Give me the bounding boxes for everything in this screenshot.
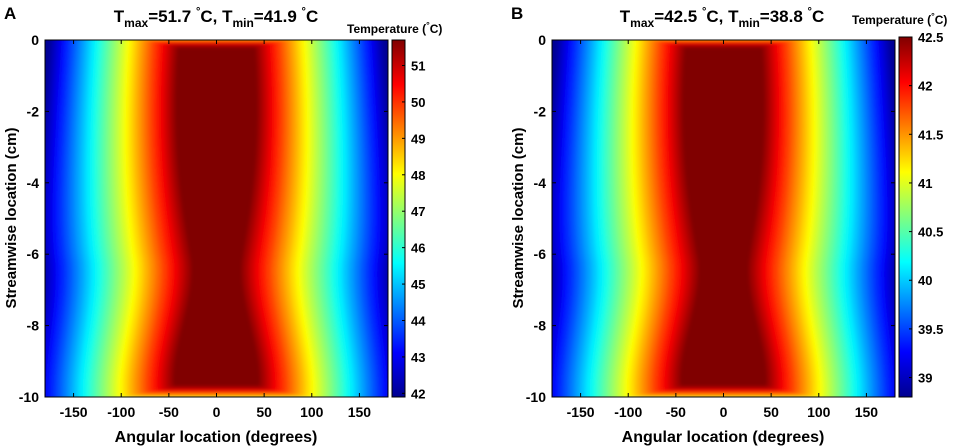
x-tick-label: 150 bbox=[855, 404, 879, 420]
y-tick-label: -8 bbox=[534, 318, 547, 334]
colorbar-tick-label: 41 bbox=[918, 176, 932, 191]
colorbar-tick-label: 40 bbox=[918, 273, 932, 288]
heatmap-field bbox=[552, 40, 895, 397]
x-tick-label: 50 bbox=[256, 404, 272, 420]
y-tick-label: -2 bbox=[534, 103, 547, 119]
colorbar-tick-label: 46 bbox=[411, 241, 425, 256]
y-tick-label: -10 bbox=[19, 389, 39, 405]
panel-label: B bbox=[511, 4, 523, 23]
colorbar-tick-label: 51 bbox=[411, 59, 425, 74]
x-tick-label: -50 bbox=[159, 404, 179, 420]
panel-b: B Tmax=42.5 °C, Tmin=38.8 °C 0 -2 -4 -6 -8 -1… bbox=[510, 4, 947, 446]
heatmap-field bbox=[45, 40, 388, 397]
colorbar-title: Temperature (°C) bbox=[347, 20, 442, 36]
y-tick-label: -2 bbox=[27, 103, 40, 119]
x-tick-label: -150 bbox=[567, 404, 595, 420]
colorbar-tick-label: 49 bbox=[411, 131, 425, 146]
y-axis-label: Streamwise location (cm) bbox=[510, 128, 527, 309]
y-axis-label: Streamwise location (cm) bbox=[3, 128, 20, 309]
x-axis-ticks: -150 -100 -50 0 50 100 150 bbox=[60, 40, 372, 420]
x-tick-label: 0 bbox=[213, 404, 221, 420]
panel-a: A Tmax=51.7 °C, Tmin=41.9 °C 0 -2 -4 -6 -8 -1… bbox=[3, 4, 442, 446]
x-tick-label: 100 bbox=[807, 404, 831, 420]
x-tick-label: 150 bbox=[348, 404, 372, 420]
colorbar-ticks: 51 50 49 48 47 46 45 44 43 42 bbox=[402, 59, 426, 401]
x-axis-ticks: -150 -100 -50 0 50 100 150 bbox=[567, 40, 879, 420]
x-tick-label: 100 bbox=[300, 404, 324, 420]
y-tick-label: -6 bbox=[534, 246, 547, 262]
colorbar-ticks: 42.5 42 41.5 41 40.5 40 39.5 39 bbox=[909, 30, 943, 386]
x-tick-label: -50 bbox=[666, 404, 686, 420]
chart-title: Tmax=42.5 °C, Tmin=38.8 °C bbox=[620, 6, 824, 30]
colorbar-title: Temperature (°C) bbox=[852, 11, 947, 27]
y-axis-ticks: 0 -2 -4 -6 -8 -10 bbox=[19, 32, 388, 405]
y-tick-label: 0 bbox=[31, 32, 39, 48]
y-tick-label: -4 bbox=[534, 175, 547, 191]
colorbar-tick-label: 42 bbox=[918, 79, 932, 94]
colorbar bbox=[898, 36, 913, 398]
x-axis-label: Angular location (degrees) bbox=[115, 429, 318, 446]
x-axis-label: Angular location (degrees) bbox=[622, 429, 825, 446]
chart-title: Tmax=51.7 °C, Tmin=41.9 °C bbox=[114, 6, 318, 30]
colorbar-tick-label: 41.5 bbox=[918, 127, 943, 142]
colorbar-tick-label: 47 bbox=[411, 204, 425, 219]
x-tick-label: 0 bbox=[720, 404, 728, 420]
colorbar-tick-label: 44 bbox=[411, 314, 426, 329]
y-tick-label: 0 bbox=[538, 32, 546, 48]
colorbar-tick-label: 40.5 bbox=[918, 225, 943, 240]
x-tick-label: -100 bbox=[107, 404, 135, 420]
field-band bbox=[172, 46, 261, 387]
x-tick-label: -150 bbox=[60, 404, 88, 420]
x-tick-label: -100 bbox=[614, 404, 642, 420]
field-band bbox=[679, 46, 768, 387]
colorbar-tick-label: 43 bbox=[411, 350, 425, 365]
colorbar bbox=[391, 39, 406, 398]
colorbar-tick-label: 42 bbox=[411, 386, 425, 401]
colorbar-tick-label: 39.5 bbox=[918, 322, 943, 337]
colorbar-tick-label: 45 bbox=[411, 277, 425, 292]
colorbar-tick-label: 48 bbox=[411, 168, 425, 183]
colorbar-tick-label: 39 bbox=[918, 371, 932, 386]
x-tick-label: 50 bbox=[763, 404, 779, 420]
panel-label: A bbox=[4, 4, 16, 23]
y-tick-label: -10 bbox=[526, 389, 546, 405]
y-tick-label: -4 bbox=[27, 175, 40, 191]
colorbar-tick-label: 50 bbox=[411, 95, 425, 110]
y-axis-ticks: 0 -2 -4 -6 -8 -10 bbox=[526, 32, 895, 405]
colorbar-tick-label: 42.5 bbox=[918, 30, 943, 45]
y-tick-label: -6 bbox=[27, 246, 40, 262]
y-tick-label: -8 bbox=[27, 318, 40, 334]
